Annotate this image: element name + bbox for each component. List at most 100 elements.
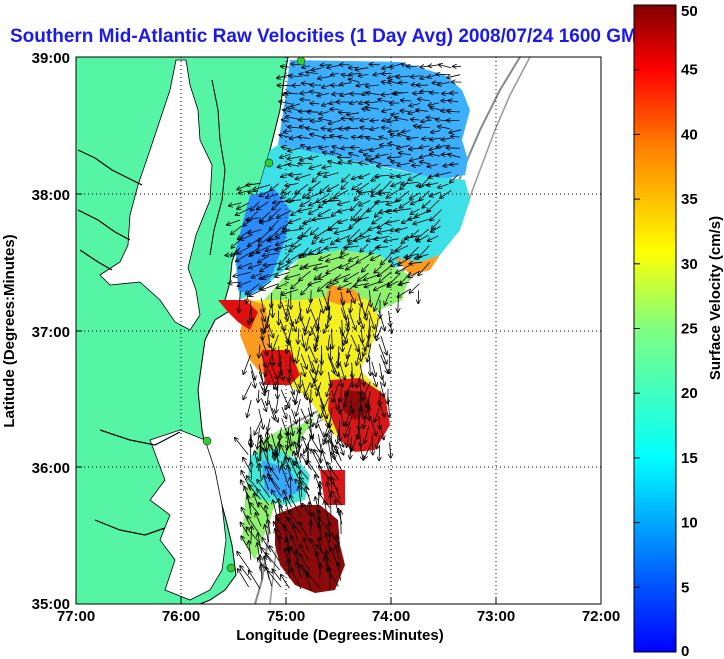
velocity-arrow [380, 335, 387, 355]
velocity-arrow [307, 112, 319, 113]
velocity-arrow [291, 536, 299, 552]
velocity-arrow [249, 363, 255, 380]
velocity-arrow [359, 398, 365, 419]
velocity-arrow [378, 310, 385, 331]
velocity-arrow [311, 68, 322, 70]
velocity-arrow [340, 298, 347, 320]
velocity-arrow [260, 220, 271, 223]
velocity-arrow [359, 344, 362, 361]
velocity-arrow [313, 217, 330, 220]
velocity-arrow [420, 162, 430, 164]
velocity-arrow [398, 256, 413, 265]
velocity-arrow [293, 525, 299, 543]
velocity-arrow [289, 243, 302, 252]
velocity-arrow [258, 229, 271, 242]
velocity-arrow [399, 153, 412, 155]
velocity-arrow [261, 298, 264, 312]
velocity-arrow [312, 370, 319, 388]
velocity-arrow [281, 289, 299, 295]
colorbar-tick-label: 25 [681, 321, 698, 338]
velocity-arrow [378, 230, 391, 233]
velocity-arrow [332, 146, 341, 148]
velocity-arrow [345, 417, 352, 437]
velocity-arrow [261, 565, 262, 581]
velocity-arrow [308, 345, 317, 363]
velocity-arrow [249, 310, 251, 324]
velocity-arrow [372, 435, 373, 455]
velocity-arrow [314, 228, 330, 238]
x-tick-label: 74:00 [372, 608, 410, 625]
velocity-arrow [311, 227, 319, 235]
colorbar-tick-label: 15 [681, 450, 698, 467]
velocity-arrow [289, 361, 290, 381]
velocity-arrow [275, 244, 292, 250]
velocity-arrow [316, 415, 319, 427]
velocity-arrow [252, 272, 262, 278]
velocity-arrow [332, 382, 340, 402]
velocity-arrow [285, 273, 301, 278]
velocity-arrow [439, 65, 452, 69]
velocity-arrow [366, 138, 380, 140]
velocity-arrow [318, 390, 323, 409]
velocity-arrow [324, 172, 339, 177]
velocity-arrow [323, 200, 341, 201]
velocity-arrow [271, 407, 278, 422]
velocity-arrow [411, 199, 421, 205]
velocity-arrow [358, 442, 363, 460]
velocity-arrow [325, 247, 339, 249]
velocity-arrow [341, 388, 342, 402]
velocity-arrow [287, 308, 292, 326]
velocity-arrow [248, 237, 262, 246]
velocity-arrow [306, 572, 322, 590]
chesapeake-bay [99, 59, 213, 331]
velocity-arrow [357, 352, 360, 365]
velocity-arrow [341, 291, 344, 305]
velocity-arrow [288, 164, 300, 166]
velocity-arrow [342, 335, 343, 351]
velocity-arrow [374, 265, 382, 273]
velocity-arrow [306, 128, 319, 130]
velocity-arrow [250, 301, 252, 321]
velocity-arrow [249, 541, 251, 560]
velocity-arrow [349, 255, 359, 261]
velocity-arrow [266, 440, 268, 464]
velocity-arrow [235, 438, 249, 456]
x-tick-label: 73:00 [477, 608, 515, 625]
velocity-arrow [389, 131, 399, 132]
y-tick-label: 38:00 [32, 187, 70, 204]
velocity-arrow [267, 309, 271, 327]
velocity-arrow [315, 327, 320, 348]
y-axis-label: Latitude (Degrees:Minutes) [1, 234, 18, 427]
velocity-arrow [295, 183, 309, 194]
velocity-arrow [327, 353, 334, 373]
velocity-arrow [296, 309, 302, 323]
velocity-arrow [376, 154, 389, 156]
velocity-arrow [257, 245, 272, 253]
velocity-arrow [327, 64, 341, 68]
velocity-arrow [285, 183, 299, 185]
velocity-arrow [371, 120, 380, 121]
velocity-arrow [360, 243, 369, 252]
velocity-arrow [309, 164, 323, 169]
velocity-arrow [243, 382, 252, 399]
velocity-arrow [286, 117, 300, 120]
velocity-arrow [275, 272, 290, 276]
velocity-arrow [379, 444, 380, 460]
velocity-arrow [299, 301, 301, 321]
velocity-arrow [258, 389, 259, 403]
velocity-arrow [347, 317, 349, 330]
velocity-arrow [296, 173, 311, 179]
velocity-arrow [260, 435, 261, 455]
velocity-arrow [246, 218, 259, 220]
velocity-arrow [320, 237, 332, 242]
velocity-arrow [359, 74, 369, 76]
velocity-arrow [371, 254, 381, 260]
velocity-arrow [349, 79, 360, 82]
velocity-arrow [360, 128, 371, 130]
velocity-arrow [371, 361, 376, 377]
velocity-arrow [379, 271, 392, 283]
velocity-arrow [334, 273, 351, 280]
velocity-arrow [331, 390, 338, 410]
velocity-arrow [282, 230, 299, 232]
velocity-arrow [320, 564, 321, 579]
